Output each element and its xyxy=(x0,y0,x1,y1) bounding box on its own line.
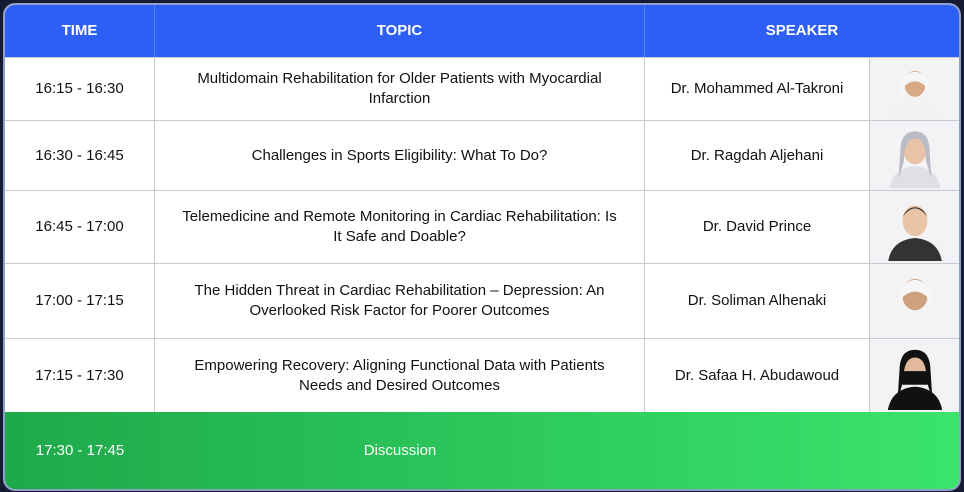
header-cell: SPEAKER xyxy=(765,22,839,39)
time-cell: 17:15 - 17:30 xyxy=(5,339,155,412)
speaker-cell: Dr. Mohammed Al-Takroni xyxy=(645,58,870,120)
topic-cell: Telemedicine and Remote Monitoring in Ca… xyxy=(155,191,645,263)
topic-text: Empowering Recovery: Aligning Functional… xyxy=(194,356,605,394)
time-cell: 17:00 - 17:15 xyxy=(5,264,155,338)
topic-text: The Hidden Threat in Cardiac Rehabilitat… xyxy=(194,282,605,319)
discussion-row: 17:30 - 17:45 Discussion xyxy=(5,412,959,489)
topic-cell: Challenges in Sports Eligibility: What T… xyxy=(155,121,645,190)
time-cell: 16:30 - 16:45 xyxy=(5,121,155,190)
speaker-cell: Dr. Ragdah Aljehani xyxy=(645,121,870,190)
speaker-photo xyxy=(870,264,959,338)
speaker-cell: Dr. Soliman Alhenaki xyxy=(645,264,870,338)
header-cell: TIME xyxy=(5,5,155,57)
topic-text: Multidomain Rehabilitation for Older Pat… xyxy=(197,70,602,107)
time-cell: 16:45 - 17:00 xyxy=(5,191,155,263)
speaker-photo xyxy=(870,121,959,190)
speaker-cell: Dr. Safaa H. Abudawoud xyxy=(645,339,870,412)
schedule-row: 17:00 - 17:15 The Hidden Threat in Cardia… xyxy=(5,263,959,338)
topic-cell: Multidomain Rehabilitation for Older Pat… xyxy=(155,58,645,120)
schedule-table: TIME TOPIC SPEAKER 16:15 - 16:30 Multidomain… xyxy=(3,3,961,491)
schedule-row: 17:15 - 17:30 Empowering Recovery: Aligni… xyxy=(5,338,959,412)
time-cell: 16:15 - 16:30 xyxy=(5,58,155,120)
header-row: TIME TOPIC SPEAKER xyxy=(5,5,959,57)
topic-text: Challenges in Sports Eligibility: What T… xyxy=(251,146,548,164)
time-cell: 17:30 - 17:45 xyxy=(35,441,125,459)
photo-placeholder xyxy=(888,130,941,188)
topic-cell: Discussion xyxy=(363,441,437,459)
photo-placeholder xyxy=(887,204,942,261)
photo-placeholder xyxy=(891,70,938,118)
speaker-photo xyxy=(870,58,959,120)
topic-text: Telemedicine and Remote Monitoring in Ca… xyxy=(182,208,617,245)
topic-cell: Empowering Recovery: Aligning Functional… xyxy=(155,339,645,412)
schedule-row: 16:45 - 17:00 Telemedicine and Remote Mon… xyxy=(5,190,959,263)
speaker-photo xyxy=(870,339,959,412)
header-cell: TOPIC xyxy=(155,5,645,57)
speaker-photo xyxy=(870,191,959,263)
photo-placeholder xyxy=(886,278,943,336)
speaker-cell: Dr. David Prince xyxy=(645,191,870,263)
schedule-row: 16:15 - 16:30 Multidomain Rehabilitation … xyxy=(5,57,959,120)
schedule-row: 16:30 - 16:45 Challenges in Sports Eligib… xyxy=(5,120,959,190)
photo-placeholder xyxy=(887,349,942,410)
topic-cell: The Hidden Threat in Cardiac Rehabilitat… xyxy=(155,264,645,338)
